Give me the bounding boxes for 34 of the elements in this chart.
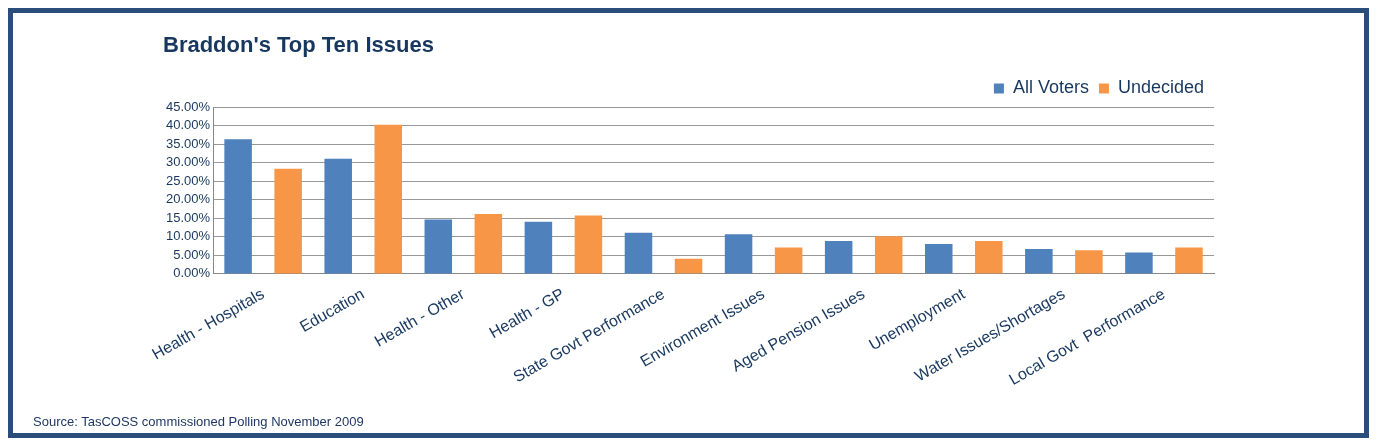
bar: [824, 240, 853, 274]
y-tick-label: 30.00%: [166, 154, 211, 170]
y-tick-label: 25.00%: [166, 172, 211, 188]
bar: [874, 236, 903, 274]
bar: [975, 240, 1003, 274]
bar: [324, 158, 352, 274]
y-tick-label: 35.00%: [166, 135, 211, 151]
bar: [674, 258, 703, 274]
legend-label: All Voters: [1012, 77, 1089, 98]
bar: [374, 124, 403, 274]
source-note: Source: TasCOSS commissioned Polling November 2009: [33, 414, 364, 430]
bar: [1025, 249, 1053, 274]
y-tick-label: 5.00%: [173, 246, 211, 262]
chart-title: Braddon's Top Ten Issues: [163, 32, 434, 58]
bar: [524, 221, 553, 274]
y-tick-label: 45.00%: [166, 98, 211, 114]
bar: [724, 234, 753, 274]
y-tick-label: 0.00%: [173, 265, 211, 281]
legend-label: Undecided: [1117, 77, 1204, 98]
bar: [1175, 247, 1203, 274]
y-tick-label: 20.00%: [166, 191, 211, 207]
y-tick-label: 40.00%: [166, 117, 211, 133]
bar: [574, 215, 603, 274]
bar: [774, 247, 803, 274]
bar: [224, 139, 252, 274]
bar: [924, 243, 953, 274]
bar: [474, 213, 503, 274]
y-tick-label: 10.00%: [166, 228, 211, 244]
y-tick-label: 15.00%: [166, 209, 211, 225]
bar: [424, 219, 453, 274]
bar: [1125, 252, 1153, 274]
bar: [624, 232, 653, 274]
bar: [274, 168, 302, 274]
bar: [1075, 250, 1103, 274]
